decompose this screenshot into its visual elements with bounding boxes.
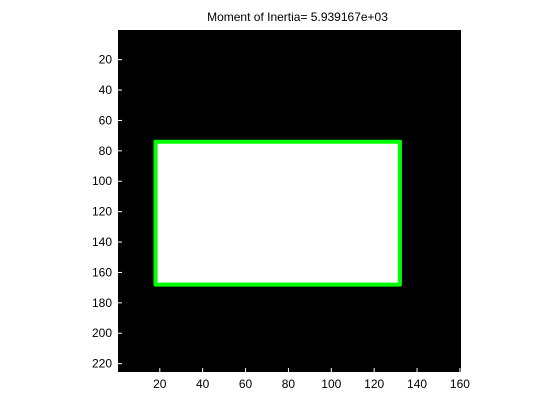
y-tick-label: 160 bbox=[92, 265, 112, 279]
x-tick-label: 140 bbox=[407, 377, 427, 391]
y-tick-label: 140 bbox=[92, 235, 112, 249]
x-tick-label: 120 bbox=[364, 377, 384, 391]
y-tick-label: 100 bbox=[92, 174, 112, 188]
y-tick-label: 120 bbox=[92, 205, 112, 219]
x-tick-label: 80 bbox=[282, 377, 296, 391]
y-tick-label: 20 bbox=[99, 53, 113, 67]
y-tick-label: 180 bbox=[92, 296, 112, 310]
y-axis-ticks: 20 40 60 80 100 120 140 160 180 200 220 bbox=[92, 53, 122, 371]
x-axis-ticks: 20 40 60 80 100 120 140 160 bbox=[153, 368, 470, 391]
y-tick-label: 60 bbox=[99, 113, 113, 127]
x-tick-label: 40 bbox=[196, 377, 210, 391]
x-tick-label: 20 bbox=[153, 377, 167, 391]
x-tick-label: 160 bbox=[450, 377, 470, 391]
x-tick-label: 100 bbox=[321, 377, 341, 391]
white-object-region bbox=[155, 141, 400, 285]
x-tick-label: 60 bbox=[239, 377, 253, 391]
green-boundary-rectangle bbox=[153, 139, 402, 287]
y-tick-label: 200 bbox=[92, 326, 112, 340]
y-tick-label: 80 bbox=[99, 144, 113, 158]
chart-title: Moment of Inertia= 5.939167e+03 bbox=[207, 10, 388, 24]
y-tick-label: 220 bbox=[92, 357, 112, 371]
y-tick-label: 40 bbox=[99, 83, 113, 97]
